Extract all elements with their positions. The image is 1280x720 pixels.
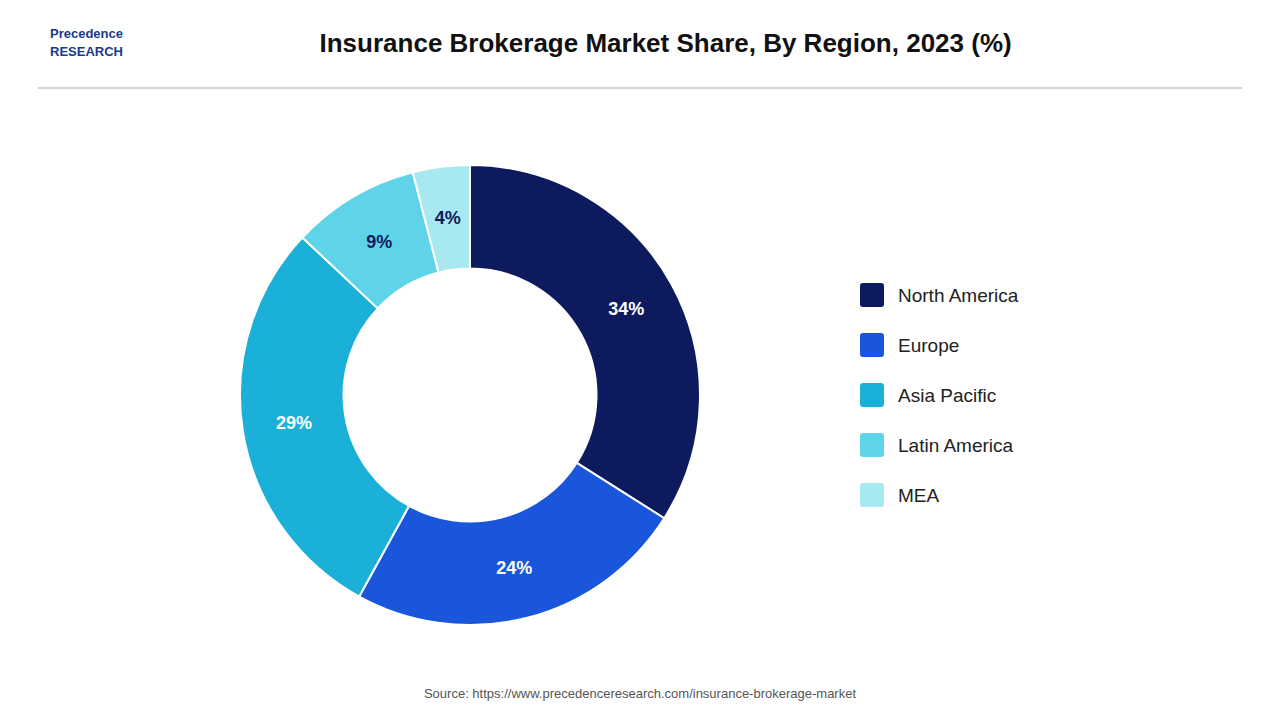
data-label: 24% <box>496 558 532 578</box>
source: Source: https://www.precedenceresearch.c… <box>424 686 856 701</box>
logo-text: RESEARCH <box>50 44 123 59</box>
logo-text: Precedence <box>50 26 123 41</box>
plot-area <box>240 165 700 625</box>
data-label: 9% <box>366 232 392 252</box>
slice <box>413 165 470 272</box>
legend-label: Latin America <box>898 435 1014 456</box>
legend-item: Latin America <box>860 433 1014 457</box>
legend-item: Europe <box>860 333 959 357</box>
slice <box>470 165 700 518</box>
slice <box>359 463 664 625</box>
data-label: 34% <box>608 299 644 319</box>
legend-label: Europe <box>898 335 959 356</box>
legend-swatch <box>860 333 884 357</box>
legend-label: North America <box>898 285 1019 306</box>
legend-label: Asia Pacific <box>898 385 996 406</box>
legend-swatch <box>860 483 884 507</box>
data-labels: 34% 24% 29% 9% 4% <box>276 208 644 577</box>
legend-label: MEA <box>898 485 940 506</box>
legend-item: MEA <box>860 483 940 507</box>
slices <box>240 165 700 625</box>
legend-swatch <box>860 433 884 457</box>
legend-item: Asia Pacific <box>860 383 996 407</box>
legend: North America Europe Asia Pacific Latin Ame… <box>860 283 1019 507</box>
legend-swatch <box>860 283 884 307</box>
data-label: 4% <box>435 208 461 228</box>
legend-item: North America <box>860 283 1019 307</box>
title: Insurance Brokerage Market Share, By Reg… <box>320 28 1012 58</box>
legend-swatch <box>860 383 884 407</box>
chart: Insurance Brokerage Market Share, By Reg… <box>0 0 1280 720</box>
data-label: 29% <box>276 413 312 433</box>
title-rule <box>38 88 1242 89</box>
